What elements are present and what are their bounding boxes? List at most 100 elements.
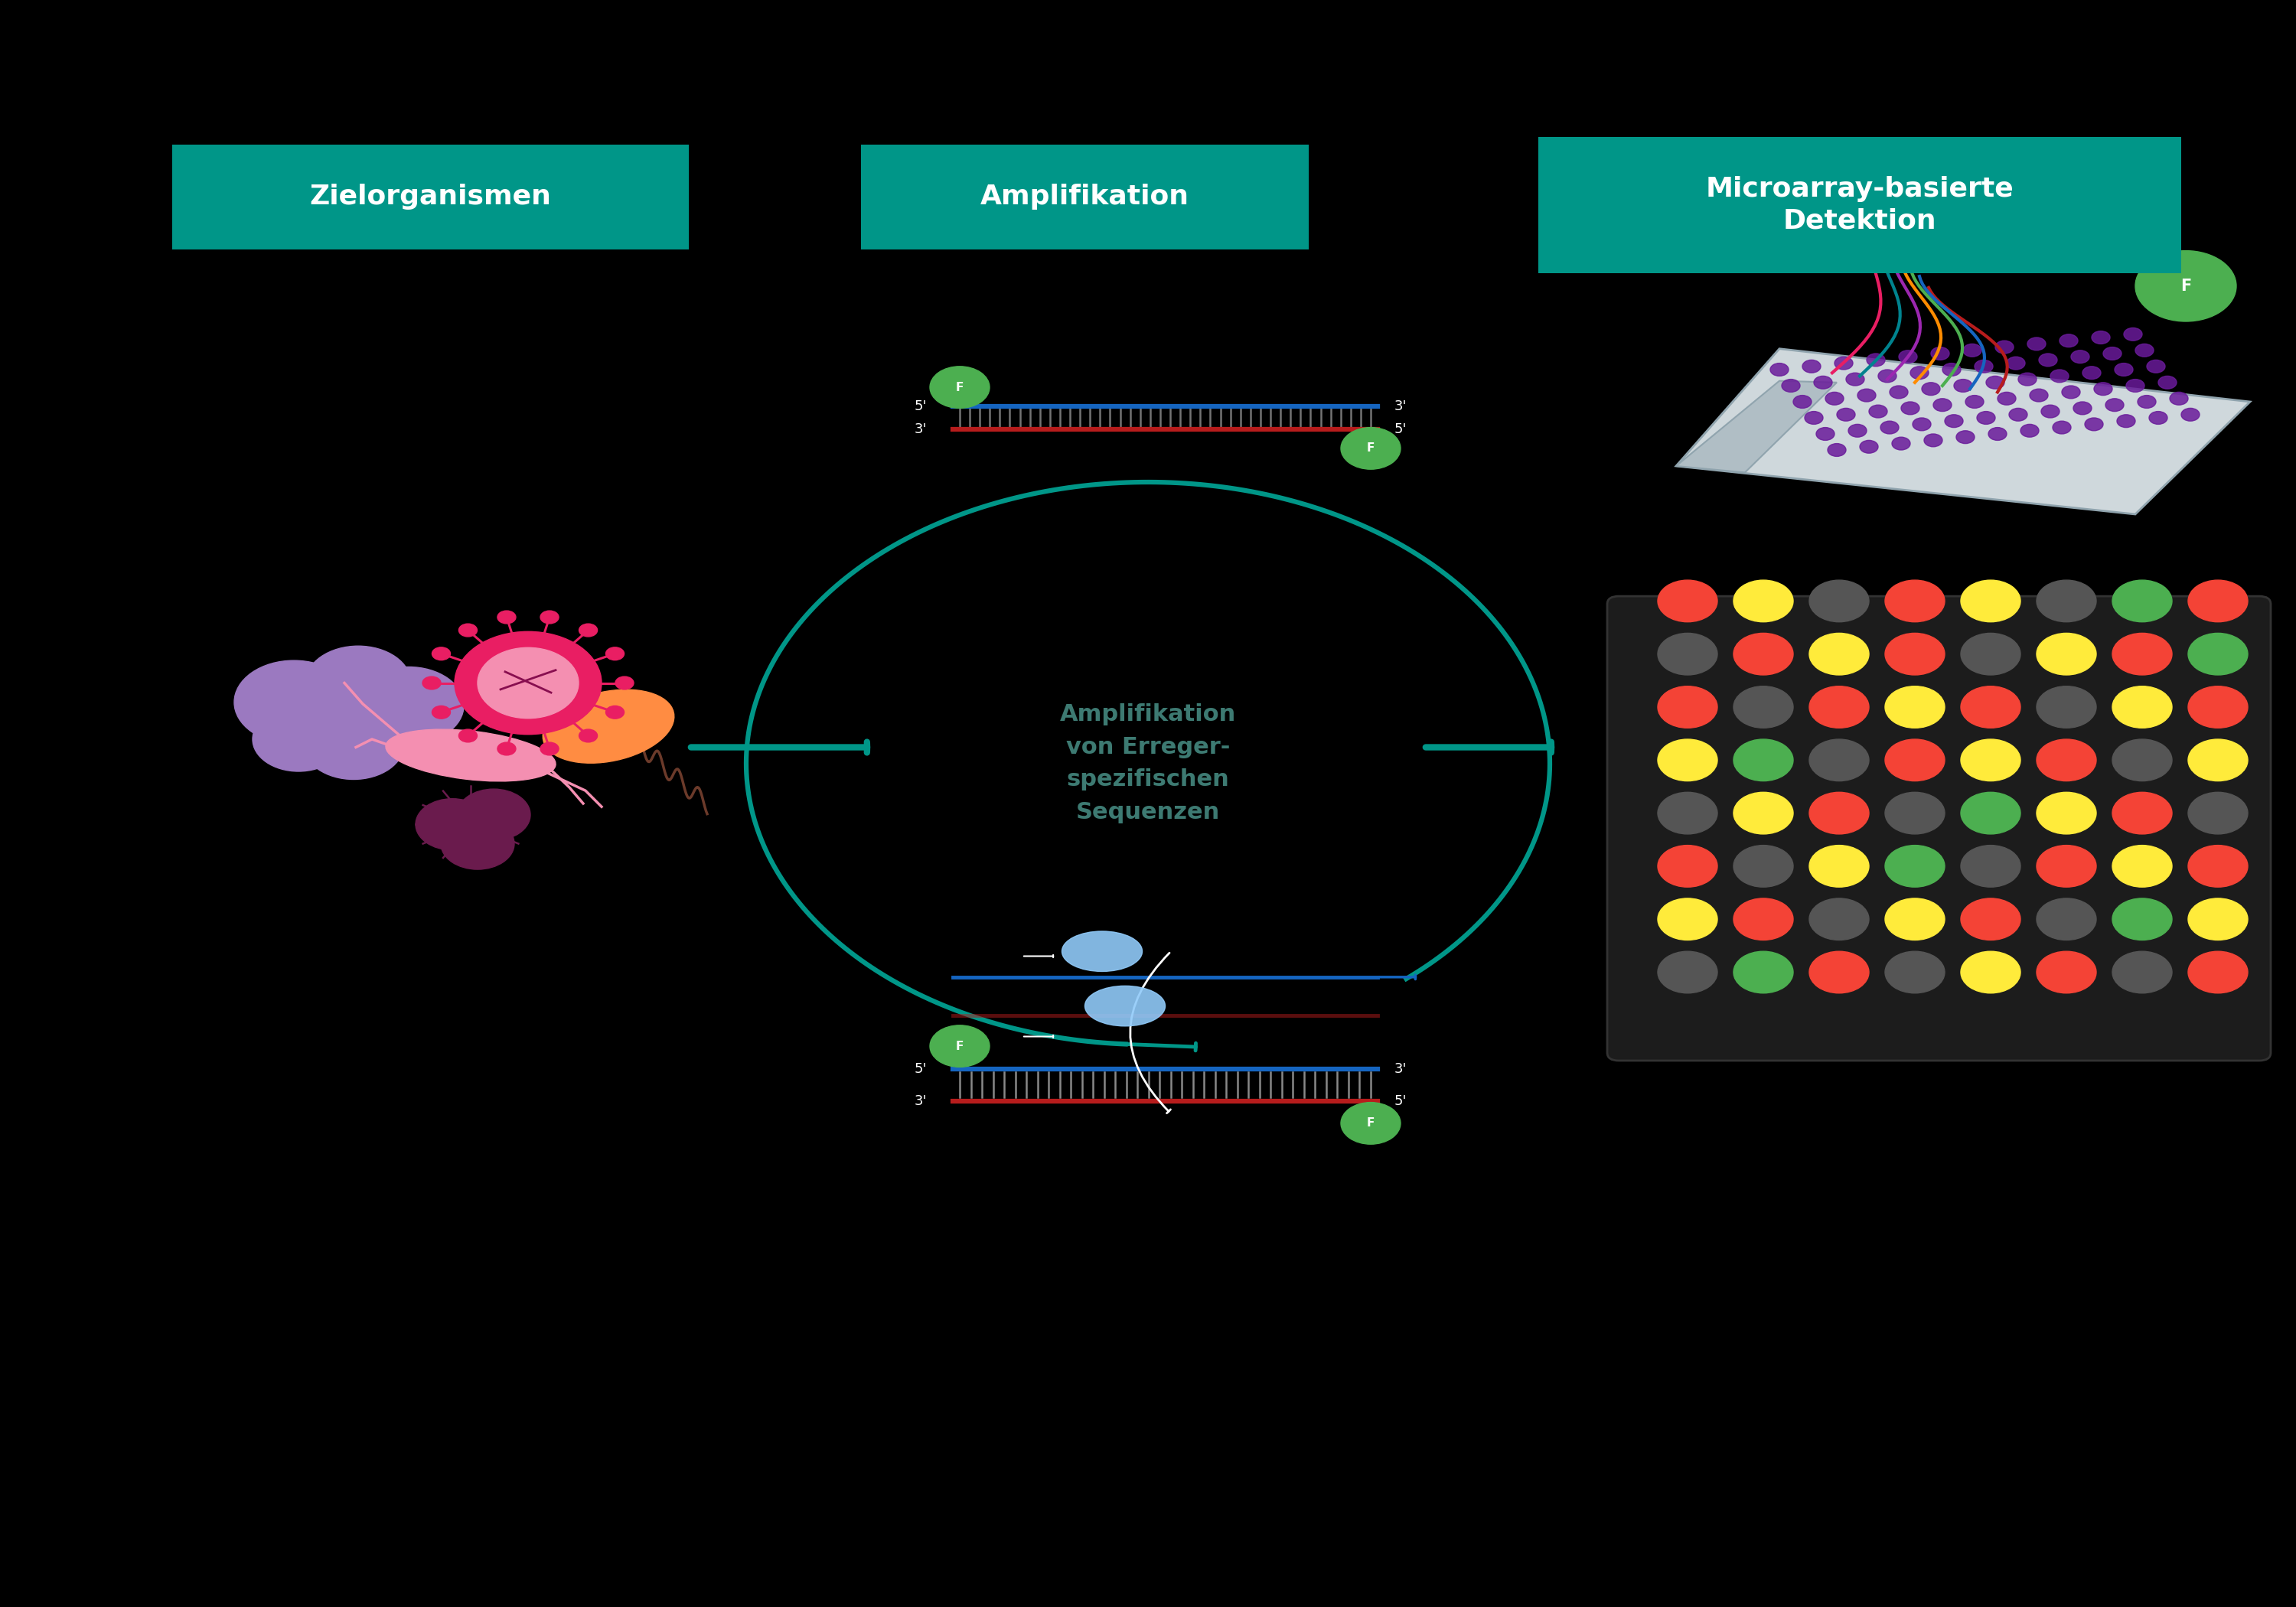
Circle shape xyxy=(1869,405,1887,418)
Circle shape xyxy=(1857,389,1876,402)
Text: F: F xyxy=(1366,442,1375,455)
Text: 5': 5' xyxy=(1394,1094,1407,1107)
Circle shape xyxy=(606,648,625,660)
Circle shape xyxy=(2112,686,2172,728)
Circle shape xyxy=(1809,951,1869,993)
Circle shape xyxy=(2037,580,2096,622)
Circle shape xyxy=(1733,580,1793,622)
Polygon shape xyxy=(1676,381,1837,472)
Circle shape xyxy=(2188,686,2248,728)
Circle shape xyxy=(2103,347,2122,360)
Circle shape xyxy=(1809,898,1869,940)
Circle shape xyxy=(1885,951,1945,993)
Circle shape xyxy=(2082,366,2101,379)
Circle shape xyxy=(2124,328,2142,341)
Circle shape xyxy=(1961,739,2020,781)
Circle shape xyxy=(2037,898,2096,940)
Circle shape xyxy=(1890,386,1908,399)
Circle shape xyxy=(2126,379,2144,392)
Circle shape xyxy=(1837,408,1855,421)
Circle shape xyxy=(1880,421,1899,434)
Circle shape xyxy=(1910,366,1929,379)
Circle shape xyxy=(2039,354,2057,366)
Circle shape xyxy=(1961,845,2020,887)
Circle shape xyxy=(1658,898,1717,940)
Circle shape xyxy=(2020,424,2039,437)
Circle shape xyxy=(432,705,450,718)
Text: 5': 5' xyxy=(914,1062,928,1075)
Circle shape xyxy=(253,707,344,771)
Text: 3': 3' xyxy=(1394,400,1407,413)
Circle shape xyxy=(1341,427,1401,469)
Circle shape xyxy=(1658,686,1717,728)
Circle shape xyxy=(1809,845,1869,887)
Circle shape xyxy=(1658,580,1717,622)
Circle shape xyxy=(1961,580,2020,622)
Circle shape xyxy=(1954,379,1972,392)
Circle shape xyxy=(1885,580,1945,622)
Circle shape xyxy=(2085,418,2103,431)
Circle shape xyxy=(2138,395,2156,408)
Circle shape xyxy=(1805,411,1823,424)
Circle shape xyxy=(2188,633,2248,675)
Circle shape xyxy=(2188,792,2248,834)
Circle shape xyxy=(234,660,354,744)
Ellipse shape xyxy=(386,730,556,781)
Circle shape xyxy=(2135,344,2154,357)
Circle shape xyxy=(2188,898,2248,940)
Circle shape xyxy=(1961,898,2020,940)
Circle shape xyxy=(457,789,530,840)
Circle shape xyxy=(2188,845,2248,887)
Circle shape xyxy=(1963,344,1981,357)
Circle shape xyxy=(1848,424,1867,437)
Circle shape xyxy=(1899,350,1917,363)
Circle shape xyxy=(1828,444,1846,456)
Circle shape xyxy=(930,1025,990,1067)
Circle shape xyxy=(1658,951,1717,993)
Circle shape xyxy=(606,705,625,718)
Circle shape xyxy=(1892,437,1910,450)
Circle shape xyxy=(1961,792,2020,834)
Circle shape xyxy=(1793,395,1812,408)
Circle shape xyxy=(1878,370,1896,382)
Circle shape xyxy=(2037,739,2096,781)
Circle shape xyxy=(1945,415,1963,427)
Circle shape xyxy=(2041,405,2060,418)
Ellipse shape xyxy=(542,689,675,763)
Circle shape xyxy=(1986,376,2004,389)
Circle shape xyxy=(1816,427,1835,440)
Circle shape xyxy=(1733,951,1793,993)
Circle shape xyxy=(303,709,404,779)
Circle shape xyxy=(1988,427,2007,440)
Circle shape xyxy=(1977,411,1995,424)
FancyBboxPatch shape xyxy=(172,145,689,249)
Circle shape xyxy=(2112,580,2172,622)
Text: 3': 3' xyxy=(914,423,928,435)
Circle shape xyxy=(416,799,489,850)
Circle shape xyxy=(2053,421,2071,434)
Text: Amplifikation: Amplifikation xyxy=(980,183,1189,211)
Circle shape xyxy=(579,624,597,636)
Circle shape xyxy=(2158,376,2177,389)
Circle shape xyxy=(455,632,602,734)
Circle shape xyxy=(1814,376,1832,389)
Circle shape xyxy=(1835,357,1853,370)
Circle shape xyxy=(2112,845,2172,887)
Circle shape xyxy=(1995,341,2014,354)
Circle shape xyxy=(1809,633,1869,675)
Text: 5': 5' xyxy=(914,400,928,413)
Circle shape xyxy=(2147,360,2165,373)
Circle shape xyxy=(1867,354,1885,366)
Circle shape xyxy=(1965,395,1984,408)
FancyBboxPatch shape xyxy=(1538,137,2181,273)
Circle shape xyxy=(2188,580,2248,622)
Text: Microarray-basierte
Detektion: Microarray-basierte Detektion xyxy=(1706,175,2014,235)
Circle shape xyxy=(579,730,597,742)
Ellipse shape xyxy=(1084,985,1164,1027)
Circle shape xyxy=(2135,251,2236,321)
Text: 3': 3' xyxy=(914,1094,928,1107)
Polygon shape xyxy=(1676,349,2250,514)
Circle shape xyxy=(2112,898,2172,940)
Circle shape xyxy=(2009,408,2027,421)
Circle shape xyxy=(2112,951,2172,993)
